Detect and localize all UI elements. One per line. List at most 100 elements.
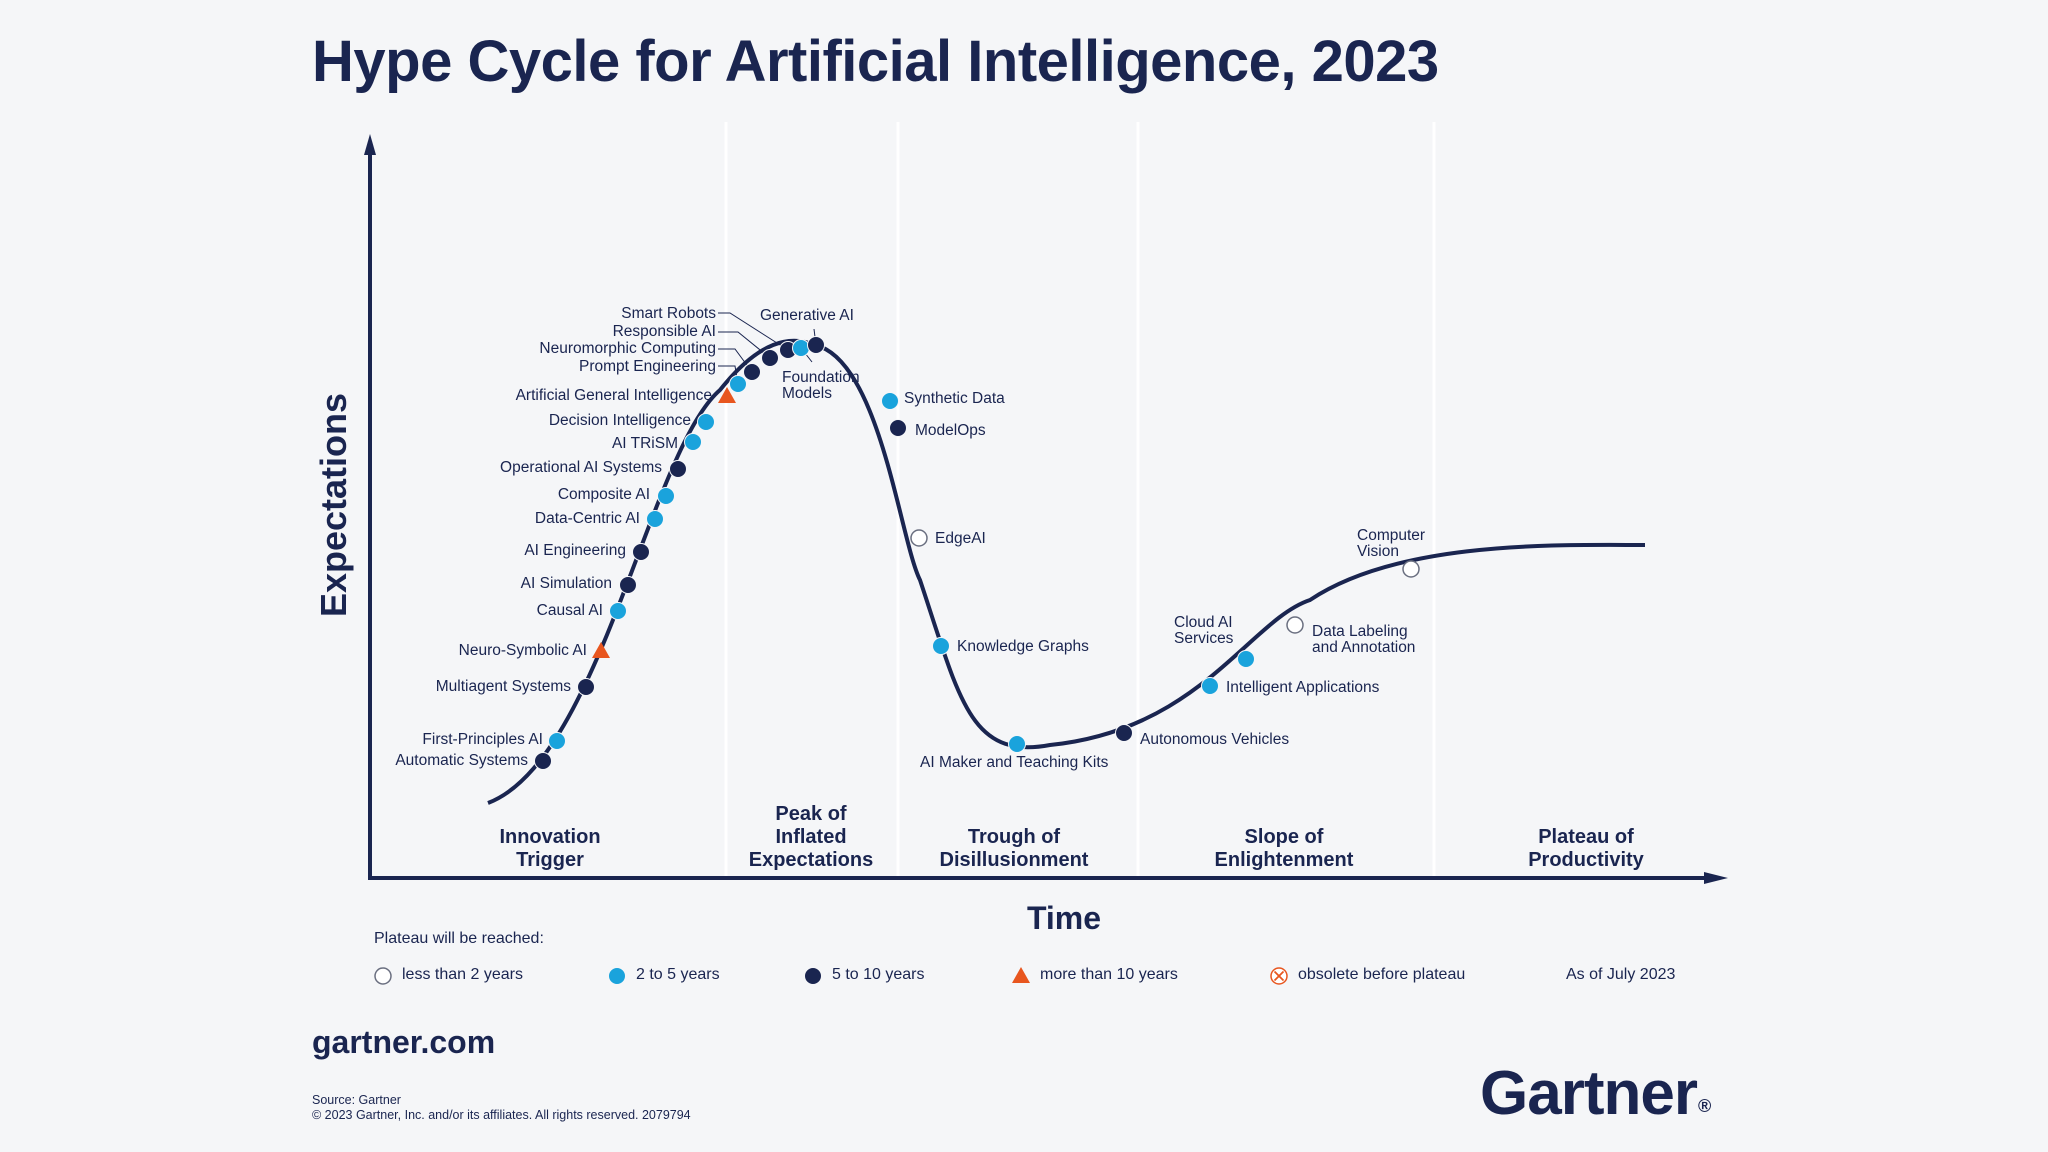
marker-cloud-ai-services bbox=[1237, 650, 1255, 668]
tech-label-line: Generative AI bbox=[760, 307, 854, 324]
marker-ai-trism bbox=[684, 433, 702, 451]
tech-label-line: Models bbox=[782, 385, 832, 402]
tech-label-intelligent-applications: Intelligent Applications bbox=[1226, 679, 1380, 696]
tech-label-line: Computer bbox=[1357, 527, 1425, 544]
tech-label-line: AI Simulation bbox=[521, 575, 612, 592]
marker-operational-ai-systems bbox=[669, 460, 687, 478]
tech-label-foundation-models: Foundation Models bbox=[782, 369, 860, 402]
tech-label-generative-ai: Generative AI bbox=[760, 307, 854, 324]
registered-mark: ® bbox=[1697, 1096, 1711, 1116]
marker-multiagent-systems bbox=[577, 678, 595, 696]
tech-label-ai-maker-and-teaching-kits: AI Maker and Teaching Kits bbox=[920, 754, 1109, 771]
marker-ai-maker-and-teaching-kits bbox=[1008, 735, 1026, 753]
legend-marker bbox=[374, 967, 392, 985]
tech-label-line: Knowledge Graphs bbox=[957, 638, 1089, 655]
marker-foundation-models bbox=[792, 339, 810, 357]
legend-symbol-5-10 bbox=[804, 967, 822, 985]
marker-causal-ai bbox=[609, 602, 627, 620]
tech-label-data-centric-ai: Data-Centric AI bbox=[535, 510, 640, 527]
tech-label-computer-vision: Computer Vision bbox=[1357, 527, 1425, 560]
marker-data-labeling-and-annotation bbox=[1286, 616, 1304, 634]
tech-label-line: Vision bbox=[1357, 543, 1399, 560]
tech-label-automatic-systems: Automatic Systems bbox=[395, 752, 528, 769]
tech-label-smart-robots: Smart Robots bbox=[621, 305, 716, 322]
tech-label-line: AI Maker and Teaching Kits bbox=[920, 754, 1109, 771]
tech-label-line: AI TRiSM bbox=[612, 435, 678, 452]
legend-marker bbox=[1012, 967, 1030, 983]
marker-ai-simulation bbox=[619, 576, 637, 594]
tech-label-first-principles-ai: First-Principles AI bbox=[422, 731, 543, 748]
source-line: Source: Gartner bbox=[312, 1093, 401, 1107]
tech-label-line: Synthetic Data bbox=[904, 390, 1005, 407]
tech-label-prompt-engineering: Prompt Engineering bbox=[579, 358, 716, 375]
tech-label-synthetic-data: Synthetic Data bbox=[904, 390, 1005, 407]
marker-automatic-systems bbox=[534, 752, 552, 770]
website-link[interactable]: gartner.com bbox=[312, 1024, 496, 1060]
tech-label-line: Composite AI bbox=[558, 486, 650, 503]
legend-item-obsolete-before-plateau: obsolete before plateau bbox=[1268, 964, 1465, 986]
marker-knowledge-graphs bbox=[932, 637, 950, 655]
marker-ai-engineering bbox=[632, 543, 650, 561]
legend-marker bbox=[1270, 967, 1288, 985]
tech-label-line: First-Principles AI bbox=[422, 731, 543, 748]
axes: Expectations Time bbox=[313, 134, 1728, 936]
tech-label-line: Responsible AI bbox=[613, 323, 716, 340]
tech-label-line: Operational AI Systems bbox=[500, 459, 662, 476]
y-axis-label: Expectations bbox=[313, 393, 354, 617]
tech-label-autonomous-vehicles: Autonomous Vehicles bbox=[1140, 731, 1289, 748]
marker-responsible-ai bbox=[761, 349, 779, 367]
legend-symbol-obsolete bbox=[1270, 967, 1288, 985]
legend-symbol-2-5 bbox=[608, 967, 626, 985]
tech-label-line: Intelligent Applications bbox=[1226, 679, 1380, 696]
phase-label: Inflated bbox=[775, 826, 846, 848]
legend-label: 5 to 10 years bbox=[832, 966, 925, 983]
tech-label-ai-engineering: AI Engineering bbox=[524, 542, 626, 559]
legend-label: 2 to 5 years bbox=[636, 966, 720, 983]
marker-neuromorphic-computing bbox=[743, 363, 761, 381]
tech-label-operational-ai-systems: Operational AI Systems bbox=[500, 459, 662, 476]
marker-first-principles-ai bbox=[548, 732, 566, 750]
tech-label-line: Causal AI bbox=[537, 602, 603, 619]
leader-line-neuromorphic-computing bbox=[718, 348, 753, 373]
tech-label-line: Neuromorphic Computing bbox=[539, 340, 716, 357]
source-note: Source: Gartner © 2023 Gartner, Inc. and… bbox=[312, 1093, 691, 1123]
tech-label-line: EdgeAI bbox=[935, 530, 986, 547]
legend-label: less than 2 years bbox=[402, 966, 523, 983]
x-axis-arrow bbox=[1704, 872, 1728, 884]
tech-label-line: Autonomous Vehicles bbox=[1140, 731, 1289, 748]
phase-label: Productivity bbox=[1528, 849, 1644, 871]
marker-generative-ai bbox=[807, 336, 825, 354]
marker-data-centric-ai bbox=[646, 510, 664, 528]
tech-label-line: Automatic Systems bbox=[395, 752, 528, 769]
tech-label-composite-ai: Composite AI bbox=[558, 486, 650, 503]
marker-modelops bbox=[889, 419, 907, 437]
legend-item-less-than-2-years: less than 2 years bbox=[372, 964, 523, 986]
marker-neuro-symbolic-ai bbox=[592, 642, 610, 658]
tech-label-ai-simulation: AI Simulation bbox=[521, 575, 612, 592]
page-title: Hype Cycle for Artificial Intelligence, … bbox=[312, 29, 1439, 94]
tech-label-line: Neuro-Symbolic AI bbox=[459, 642, 587, 659]
tech-label-line: Data-Centric AI bbox=[535, 510, 640, 527]
tech-label-line: Foundation bbox=[782, 369, 860, 386]
tech-label-knowledge-graphs: Knowledge Graphs bbox=[957, 638, 1089, 655]
tech-label-ai-trism: AI TRiSM bbox=[612, 435, 678, 452]
tech-label-line: and Annotation bbox=[1312, 639, 1415, 656]
marker-intelligent-applications bbox=[1201, 677, 1219, 695]
marker-composite-ai bbox=[657, 487, 675, 505]
legend-heading: Plateau will be reached: bbox=[374, 930, 544, 947]
tech-label-decision-intelligence: Decision Intelligence bbox=[549, 412, 691, 429]
tech-label-line: Prompt Engineering bbox=[579, 358, 716, 375]
hype-curve bbox=[487, 338, 1646, 805]
legend-item-more-than-10-years: more than 10 years bbox=[1010, 964, 1178, 986]
legend-symbol--2 bbox=[374, 967, 392, 985]
tech-label-edgeai: EdgeAI bbox=[935, 530, 986, 547]
tech-label-line: Decision Intelligence bbox=[549, 412, 691, 429]
marker-prompt-engineering bbox=[729, 375, 747, 393]
tech-label-line: Smart Robots bbox=[621, 305, 716, 322]
tech-label-line: Multiagent Systems bbox=[436, 678, 571, 695]
tech-label-data-labeling-and-annotation: Data Labeling and Annotation bbox=[1312, 623, 1415, 656]
legend: less than 2 years 2 to 5 years 5 to 10 yea… bbox=[372, 964, 1702, 988]
phase-label: Innovation bbox=[499, 826, 600, 848]
tech-label-multiagent-systems: Multiagent Systems bbox=[436, 678, 571, 695]
